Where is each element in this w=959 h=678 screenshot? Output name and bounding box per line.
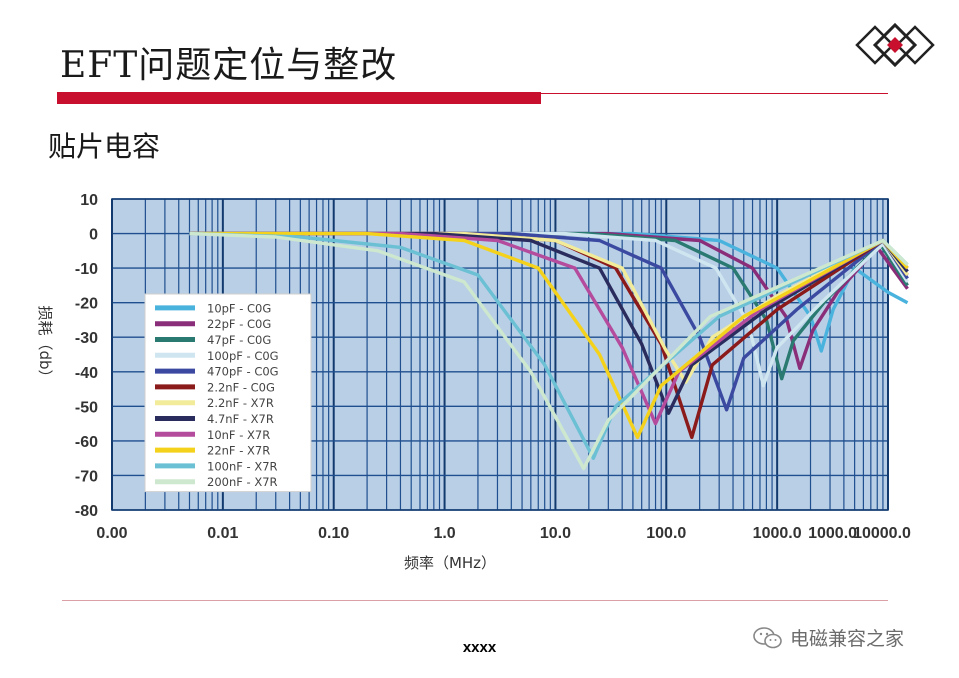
legend-label: 10pF - C0G	[207, 301, 271, 315]
y-tick-label: 10	[80, 192, 98, 209]
x-tick-label: 10.0	[540, 525, 571, 542]
x-axis-label: 频率（MHz）	[404, 554, 496, 572]
legend-box	[144, 293, 312, 493]
y-axis-label: 损耗（db）	[36, 305, 54, 384]
wechat-icon	[753, 626, 782, 648]
y-tick-label: 0	[89, 227, 98, 244]
y-tick-label: -80	[75, 503, 98, 520]
y-tick-label: -30	[75, 330, 98, 347]
series-line	[189, 231, 909, 388]
legend-label: 47pF - C0G	[207, 333, 271, 347]
page-title: EFT问题定位与整改	[60, 45, 398, 86]
legend-label: 2.2nF - X7R	[207, 396, 274, 410]
y-tick-label: -40	[75, 365, 98, 382]
legend-label: 22nF - X7R	[207, 444, 270, 458]
slide-subtitle: 贴片电容	[48, 130, 161, 163]
y-tick-label: -10	[75, 261, 98, 278]
legend-label: 2.2nF - C0G	[207, 380, 275, 394]
series-line	[189, 231, 909, 412]
x-tick-label: 10000.0	[853, 525, 911, 542]
diamond-logo-icon	[855, 22, 935, 68]
legend-label: 200nF - X7R	[207, 475, 278, 489]
series-line	[189, 231, 909, 460]
legend-label: 10nF - X7R	[207, 428, 270, 442]
legend-label: 4.7nF - X7R	[207, 412, 274, 426]
insertion-loss-chart: 10 0 -10 -20 -30 -40 -50 -60 -70 -80 0.00 0.01 0.10 1…	[36, 192, 911, 572]
y-tick-label: -20	[75, 296, 98, 313]
y-tick-label: -50	[75, 399, 98, 416]
title-underline-line	[541, 93, 888, 94]
x-tick-label: 0.01	[207, 525, 238, 542]
watermark-text: 电磁兼容之家	[790, 628, 905, 650]
series-line	[189, 231, 909, 440]
footer-divider	[62, 600, 888, 601]
y-tick-label: -70	[75, 468, 98, 485]
watermark: 电磁兼容之家	[752, 624, 904, 651]
legend-label: 100pF - C0G	[207, 349, 279, 363]
footer-text: xxxx	[462, 639, 497, 656]
series-line	[189, 231, 909, 471]
legend-label: 22pF - C0G	[207, 317, 271, 331]
x-tick-label: 1000.0	[753, 525, 802, 542]
legend-label: 470pF - C0G	[207, 365, 279, 379]
legend-label: 100nF - X7R	[207, 459, 278, 473]
x-tick-label: 0.10	[318, 525, 349, 542]
x-tick-label: 100.0	[646, 525, 686, 542]
title-underline-bar	[57, 92, 541, 104]
x-tick-label: 0.00	[96, 525, 127, 542]
x-tick-label: 1000.0	[808, 525, 857, 542]
x-tick-label: 1.0	[433, 525, 455, 542]
plot-border	[111, 198, 889, 511]
y-tick-label: -60	[75, 434, 98, 451]
